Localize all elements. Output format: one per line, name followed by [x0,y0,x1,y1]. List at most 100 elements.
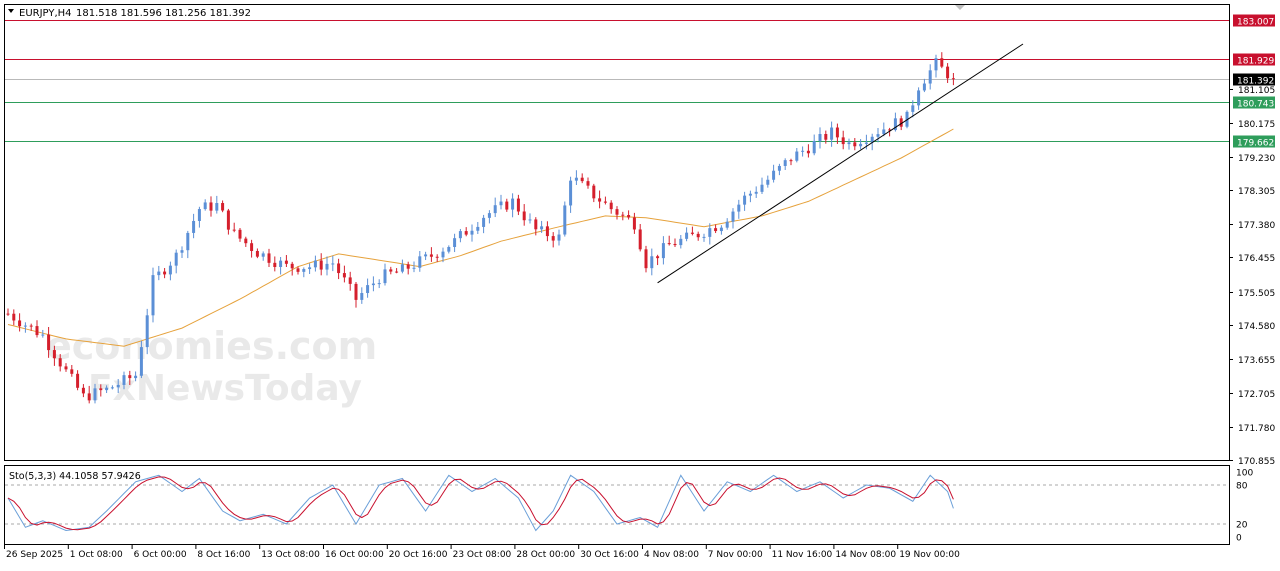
level-labels: 183.007 181.929 181.392 180.743 179.662 [1233,14,1275,149]
watermark-brand: economies.com [46,324,377,368]
price-tick-label: 175.505 [1238,289,1275,299]
candle-up [783,160,787,166]
price-tick-label: 173.655 [1238,356,1275,366]
candle-up [441,251,445,258]
candle-up [157,271,161,276]
trendline[interactable] [657,43,1024,284]
candle-up [830,127,834,140]
candle-down [627,215,631,218]
candle-up [934,58,938,71]
time-tick-label: 23 Oct 08:00 [453,550,512,560]
candle-down [337,263,341,274]
candle-up [122,375,126,385]
candle-down [789,160,793,162]
candle-up [766,179,770,185]
candle-down [319,260,323,270]
candle-down [835,127,839,138]
chart-shift-marker-icon[interactable] [955,5,965,10]
candle-down [806,150,810,154]
candle-down [690,232,694,234]
candle-up [371,283,375,286]
candle-up [203,202,207,210]
candle-up [557,234,561,241]
candle-down [18,320,22,327]
main-plot-frame[interactable] [4,4,1230,461]
candle-down [621,214,625,216]
candle-down [609,202,613,210]
stochastic-main-line [7,474,954,532]
candle-down [940,58,944,67]
stochastic-signal-line [7,476,954,531]
candle-up [110,387,114,389]
candle-up [192,220,196,233]
candle-down [250,243,254,251]
price-tick-label: 171.780 [1238,424,1275,434]
horizontal-levels [5,20,1229,142]
oscillator-plot-frame[interactable] [4,465,1230,545]
candle-down [70,369,74,374]
candle-down [284,260,288,264]
candle-up [917,90,921,106]
candle-up [458,231,462,239]
candle-up [168,265,172,275]
candle-up [151,275,155,316]
time-tick-label: 4 Nov 08:00 [644,550,699,560]
candle-up [540,226,544,230]
candle-down [296,268,300,272]
candle-up [412,267,416,269]
moving-average [7,128,954,347]
candle-up [302,269,306,272]
candle-down [12,313,16,321]
time-tick-label: 11 Nov 16:00 [772,550,833,560]
price-tick-label: 177.380 [1238,221,1275,231]
candle-up [870,136,874,143]
oscillator-tick-label: 0 [1236,534,1242,544]
candle-up [679,238,683,246]
candle-up [511,198,515,210]
time-tick-label: 7 Nov 00:00 [708,550,763,560]
price-tick-label: 176.455 [1238,254,1275,264]
candle-down [673,243,677,246]
candle-down [354,283,358,300]
oscillator-axis: 100 80 20 0 [1236,469,1253,544]
candle-down [516,198,520,212]
level-label-bg-181.392 [1233,73,1275,86]
candle-up [777,165,781,171]
candle-down [406,264,410,269]
candle-up [93,388,97,401]
candle-up [882,129,886,135]
candle-up [261,253,265,257]
candle-down [273,262,277,268]
candle-up [313,260,317,268]
candle-up [105,387,109,391]
candle-down [824,133,828,140]
candle-up [325,263,329,270]
oscillator-tick-label: 80 [1236,482,1248,492]
time-tick-label: 19 Nov 00:00 [899,550,960,560]
time-tick-label: 16 Oct 00:00 [325,550,384,560]
candle-down [389,269,393,272]
candle-up [447,246,451,252]
candle-down [47,334,51,351]
candle-down [545,226,549,237]
candle-down [951,78,955,80]
candle-down [853,142,857,147]
time-tick-label: 6 Oct 00:00 [134,550,187,560]
candle-up [812,140,816,154]
symbol-menu-arrow-icon[interactable] [8,9,14,13]
candle-up [174,252,178,266]
price-tick-label: 179.230 [1238,154,1275,164]
candle-down [603,201,607,203]
candle-down [209,202,213,211]
level-label-bg-180.743 [1233,96,1275,109]
level-label-bg-179.662 [1233,135,1275,148]
candle-up [493,205,497,214]
time-tick-label: 26 Sep 2025 [6,550,63,560]
candle-down [534,219,538,230]
price-tick-label: 172.705 [1238,390,1275,400]
candle-down [29,325,33,327]
candle-down [638,229,642,250]
time-tick-label: 28 Oct 00:00 [516,550,575,560]
